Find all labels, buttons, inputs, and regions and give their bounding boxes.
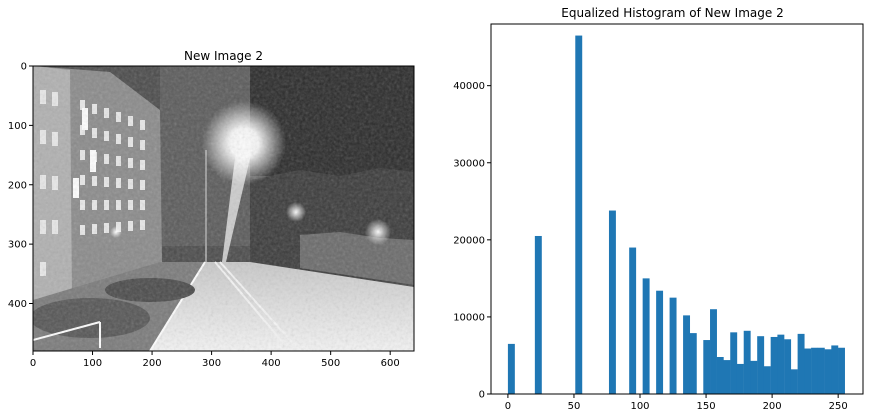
- histogram-bar: [743, 330, 751, 394]
- histogram-x-tick-label: 100: [630, 401, 649, 412]
- image-frame: [32, 65, 415, 352]
- histogram-bar: [757, 336, 765, 394]
- histogram-x-tick-label: 0: [505, 401, 511, 412]
- histogram-bar: [507, 343, 515, 394]
- histogram-bars: [507, 35, 845, 394]
- histogram-axes: 0 50 100 150 200 250 0 10000 20000 30000 40000: [453, 23, 864, 412]
- image-x-tick-label: 400: [262, 358, 281, 369]
- histogram-bar: [817, 347, 825, 394]
- image-noise-overlay: [33, 66, 414, 351]
- histogram-bar: [575, 35, 583, 394]
- image-y-tick-label: 200: [8, 180, 27, 191]
- histogram-bar: [736, 363, 744, 394]
- histogram-bar: [763, 366, 771, 394]
- histogram-y-tick-label: 10000: [453, 312, 485, 323]
- image-x-tick-label: 300: [202, 358, 221, 369]
- histogram-y-tick-label: 40000: [453, 81, 485, 92]
- histogram-bar: [824, 349, 832, 394]
- histogram-x-tick-label: 150: [697, 401, 716, 412]
- histogram-bar: [770, 336, 778, 394]
- image-x-tick-label: 200: [143, 358, 162, 369]
- histogram-bar: [804, 348, 812, 394]
- histogram-y-tick-label: 0: [479, 390, 485, 401]
- histogram-bar: [683, 315, 691, 394]
- histogram-y-tick-label: 20000: [453, 235, 485, 246]
- histogram-bar: [723, 360, 731, 394]
- image-y-tick-label: 400: [8, 299, 27, 310]
- histogram-bar: [669, 297, 677, 394]
- histogram-bar: [784, 339, 792, 394]
- histogram-bar: [703, 340, 711, 394]
- histogram-x-tick-label: 250: [829, 401, 848, 412]
- histogram-frame: [490, 23, 864, 395]
- image-x-tick-label: 600: [381, 358, 400, 369]
- image-y-tick-label: 300: [8, 240, 27, 251]
- histogram-bar: [730, 332, 738, 394]
- histogram-bar: [777, 334, 785, 394]
- histogram-bar: [656, 290, 664, 394]
- histogram-bar: [790, 369, 798, 394]
- street-night-image: [33, 66, 414, 351]
- image-x-tick-label: 0: [30, 358, 36, 369]
- image-x-tick-label: 500: [321, 358, 340, 369]
- image-y-tick-label: 100: [8, 121, 27, 132]
- histogram-bar: [716, 357, 724, 394]
- histogram-bar: [642, 278, 650, 394]
- histogram-bar: [797, 333, 805, 394]
- image-x-tick-label: 100: [83, 358, 102, 369]
- histogram-bar: [831, 345, 839, 394]
- histogram-bar: [608, 210, 616, 394]
- histogram-bar: [710, 309, 717, 394]
- histogram-x-tick-label: 50: [568, 401, 581, 412]
- histogram-bar: [689, 333, 697, 394]
- histogram-x-tick-label: 200: [763, 401, 782, 412]
- image-title: New Image 2: [184, 49, 263, 63]
- histogram-y-tick-label: 30000: [453, 158, 485, 169]
- histogram-bar: [838, 347, 845, 394]
- histogram-bar: [811, 347, 819, 394]
- histogram-title: Equalized Histogram of New Image 2: [561, 6, 783, 20]
- image-y-tick-label: 0: [21, 62, 27, 73]
- histogram-bar: [629, 247, 637, 394]
- histogram-bar: [534, 235, 542, 394]
- image-axes: 0 100 200 300 400 500 600 0 100 200 300 400: [8, 62, 415, 369]
- histogram-bar: [750, 360, 758, 394]
